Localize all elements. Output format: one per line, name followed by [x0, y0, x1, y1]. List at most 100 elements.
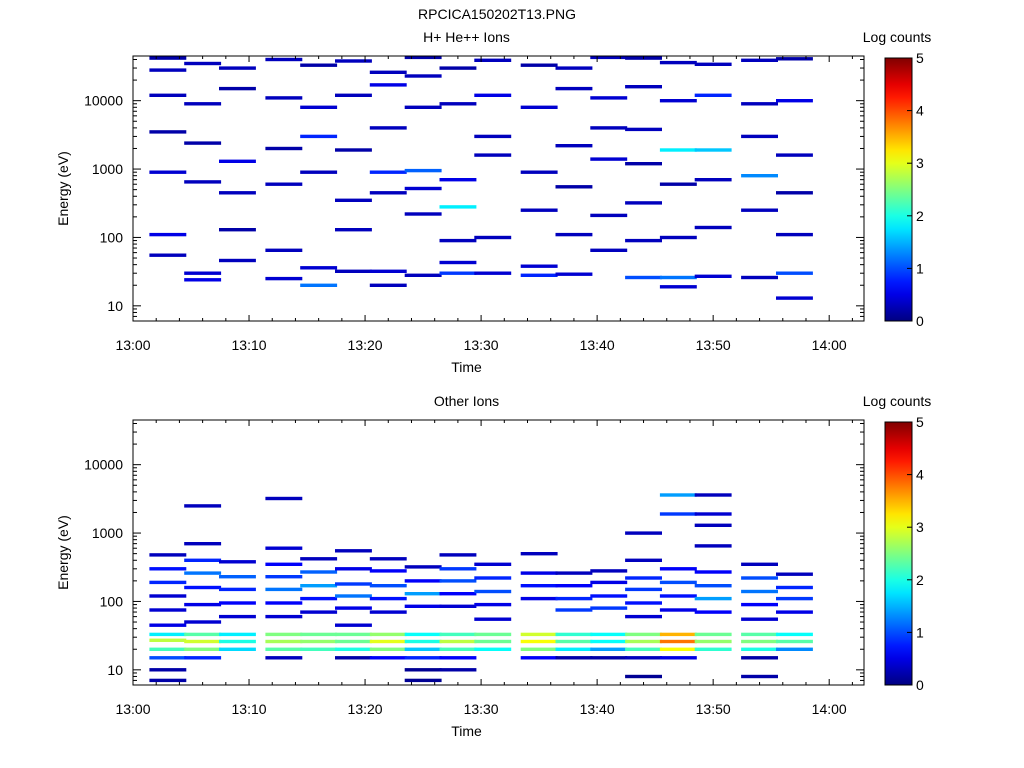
heatmap-cell — [300, 639, 338, 644]
heatmap-cell — [659, 493, 697, 497]
heatmap-cell — [741, 656, 778, 660]
colorbar-tick-label: 0 — [916, 313, 924, 329]
heatmap-cell — [265, 601, 303, 605]
heatmap-cell — [625, 656, 662, 660]
heatmap-cell — [219, 614, 256, 619]
heatmap-cell — [369, 83, 407, 87]
heatmap-cell — [741, 275, 778, 280]
heatmap-cell — [265, 562, 303, 566]
heatmap-cell — [555, 584, 593, 588]
heatmap-cell — [659, 580, 697, 585]
heatmap-cell — [741, 102, 778, 106]
heatmap-cell — [590, 569, 628, 573]
heatmap-cells — [149, 55, 813, 300]
heatmap-cell — [590, 594, 628, 598]
heatmap-cell — [404, 656, 442, 660]
heatmap-cell — [520, 105, 558, 109]
heatmap-cell — [520, 632, 558, 637]
heatmap-cell — [555, 272, 593, 276]
heatmap-cell — [149, 632, 187, 637]
heatmap-cell — [265, 146, 303, 151]
heatmap-cell — [590, 96, 628, 100]
heatmap-cell — [439, 271, 477, 275]
heatmap-cell — [439, 632, 477, 637]
heatmap-cell — [474, 617, 512, 621]
heatmap-cell — [369, 596, 407, 601]
heatmap-cell — [659, 60, 697, 65]
heatmap-cell — [659, 608, 697, 612]
heatmap-cell — [741, 674, 778, 679]
heatmap-cell — [404, 273, 442, 277]
heatmap-cell — [776, 610, 813, 614]
heatmap-cell — [369, 191, 407, 195]
heatmap-cell — [474, 153, 512, 157]
colorbar-tick-label: 1 — [916, 260, 924, 276]
heatmap-cell — [659, 639, 697, 644]
heatmap-cell — [404, 55, 442, 60]
heatmap-cell — [184, 180, 222, 184]
heatmap-cell — [219, 159, 256, 163]
heatmap-cell — [404, 74, 442, 78]
heatmap-cell — [659, 647, 697, 651]
heatmap-cell — [776, 596, 813, 601]
colorbar-tick-label: 5 — [916, 414, 924, 430]
heatmap-cell — [149, 170, 187, 174]
x-tick-label: 13:20 — [348, 337, 383, 353]
heatmap-cell — [590, 639, 628, 644]
heatmap-cell — [776, 296, 813, 300]
heatmap-cell — [474, 58, 512, 62]
x-tick-label: 14:00 — [812, 701, 847, 717]
heatmap-cell — [555, 144, 593, 148]
heatmap-cell — [439, 604, 477, 608]
x-axis-label: Time — [451, 723, 482, 739]
x-tick-label: 13:30 — [464, 337, 499, 353]
heatmap-cell — [219, 575, 256, 579]
heatmap-cell — [335, 269, 372, 273]
heatmap-cell — [439, 567, 477, 571]
heatmap-cell — [439, 102, 477, 106]
heatmap-cell — [520, 596, 558, 601]
heatmap-cell — [184, 656, 222, 660]
heatmap-cell — [659, 182, 697, 186]
heatmap-cell — [369, 269, 407, 273]
y-tick-label: 100 — [100, 593, 124, 609]
heatmap-cell — [404, 105, 442, 109]
heatmap-cell — [300, 266, 338, 270]
heatmap-cell — [219, 560, 256, 564]
heatmap-cell — [439, 66, 477, 70]
heatmap-cell — [219, 587, 256, 592]
heatmap-cell — [265, 546, 303, 550]
heatmap-cell — [404, 632, 442, 637]
y-tick-label: 10000 — [84, 457, 123, 473]
heatmap-cell — [520, 208, 558, 212]
colorbar-tick-label: 4 — [916, 467, 924, 483]
y-axis-label: Energy (eV) — [55, 515, 71, 590]
heatmap-cell — [219, 66, 256, 70]
heatmap-cell — [625, 275, 662, 280]
heatmap-cell — [149, 68, 187, 72]
heatmap-cell — [590, 606, 628, 610]
heatmap-cell — [404, 639, 442, 644]
heatmap-cell — [184, 620, 222, 624]
heatmap-cell — [219, 228, 256, 232]
panel-other-ions: 13:00 13:10 13:20 13:30 13:40 13:50 14:0010100… — [55, 393, 931, 739]
heatmap-cell — [555, 185, 593, 189]
heatmap-cells — [149, 493, 813, 683]
heatmap-cell — [659, 567, 697, 571]
heatmap-cell — [149, 232, 187, 237]
heatmap-cell — [335, 632, 372, 637]
heatmap-cell — [369, 647, 407, 651]
heatmap-cell — [404, 579, 442, 583]
figure-title: RPCICA150202T13.PNG — [418, 6, 576, 22]
heatmap-cell — [300, 283, 338, 287]
heatmap-cell — [741, 617, 778, 621]
heatmap-cell — [474, 93, 512, 97]
heatmap-cell — [776, 99, 813, 103]
heatmap-cell — [300, 557, 338, 561]
heatmap-cell — [219, 601, 256, 605]
heatmap-cell — [625, 558, 662, 562]
heatmap-cell — [335, 639, 372, 644]
heatmap-cell — [694, 647, 732, 651]
heatmap-cell — [741, 576, 778, 580]
heatmap-cell — [776, 232, 813, 237]
